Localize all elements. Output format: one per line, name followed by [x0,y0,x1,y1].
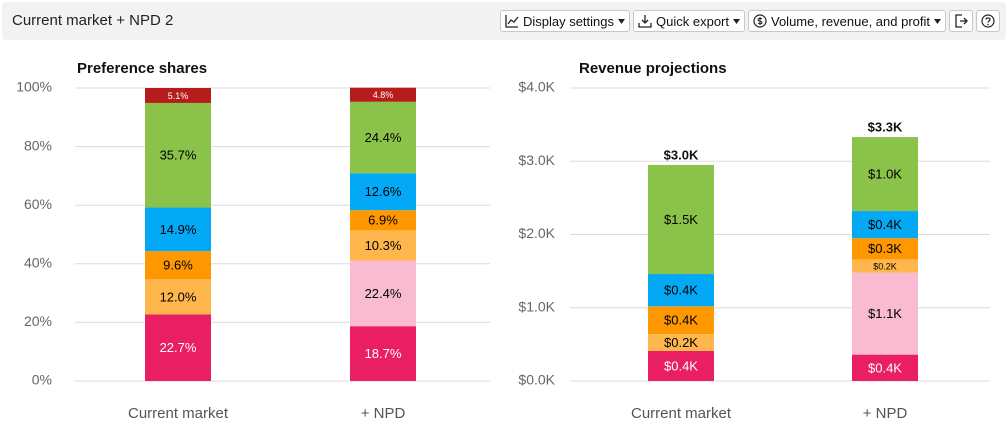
data-label: 4.8% [373,90,394,100]
data-label: 12.6% [365,184,402,199]
y-tick-label: $3.0K [518,152,555,168]
x-tick-label: Current market [128,405,229,422]
y-tick-label: 40% [24,255,52,271]
bar-segment [145,207,211,252]
bar-segment [350,326,416,381]
bar-segment [145,279,211,315]
caret [618,18,626,24]
data-label: $0.2K [664,335,698,350]
y-tick-label: $1.0K [518,298,555,314]
data-label: 12.0% [160,289,197,304]
data-label: 9.6% [163,258,193,273]
data-label: 35.7% [160,148,197,163]
data-label: $0.4K [868,217,902,232]
toolbar-buttons: Display settings Quick export Volume, re… [499,10,1000,32]
data-label: $0.2K [873,261,897,271]
data-label: $0.4K [664,358,698,373]
bar-segment [648,274,714,307]
bar-segment [648,350,714,381]
data-label: 10.3% [365,238,402,253]
toolbar: Current market + NPD 2 Display settings … [2,2,1006,40]
total-label: $3.3K [868,120,903,135]
bar-segment [350,260,416,327]
x-tick-label: + NPD [863,405,908,422]
data-label: $1.0K [868,167,902,182]
data-label: 24.4% [365,130,402,145]
bar-segment [648,164,714,275]
bar-segment [648,334,714,351]
caret [733,18,740,24]
y-tick-label: 100% [16,79,52,95]
bar-segment [145,88,211,103]
display-settings-button[interactable]: Display settings [499,10,631,32]
bar-segment [350,101,416,174]
data-label: $0.4K [664,283,698,298]
y-tick-label: 0% [32,372,52,388]
x-tick-label: Current market [631,405,732,422]
y-tick-label: 20% [24,313,52,329]
chart-title: Revenue projections [579,60,727,77]
data-label: 22.7% [160,340,197,355]
download-icon [638,15,652,28]
x-tick-label: + NPD [361,405,406,422]
y-tick-label: 80% [24,137,52,153]
bar-segment [648,306,714,335]
bar-segment [852,354,918,381]
help-icon [981,14,995,28]
total-label: $3.0K [664,147,699,162]
bar-segment [350,230,416,261]
data-label: 22.4% [365,286,402,301]
y-tick-label: $0.0K [518,372,555,388]
y-tick-label: $2.0K [518,225,555,241]
exit-button[interactable] [949,10,973,32]
chart-icon [505,15,519,28]
metric-button[interactable]: Volume, revenue, and profit [748,10,946,32]
button-label: Quick export [656,13,729,29]
data-label: 6.9% [368,213,398,228]
chart-title: Preference shares [77,60,207,77]
data-label: $1.1K [868,306,902,321]
bar-segment [852,259,918,273]
bar-segment [350,173,416,211]
data-label: 5.1% [168,91,189,101]
bar-segment [852,137,918,212]
quick-export-button[interactable]: Quick export [633,10,745,32]
data-label: $0.4K [868,360,902,375]
data-label: 18.7% [365,346,402,361]
button-label: Display settings [522,13,615,29]
bar-segment [852,211,918,239]
help-button[interactable] [976,10,1000,32]
data-label: 14.9% [160,222,197,237]
y-tick-label: $4.0K [518,79,555,95]
data-label: $0.3K [868,241,902,256]
bar-segment [350,210,416,231]
y-tick-label: 60% [24,196,52,212]
data-label: $0.4K [664,313,698,328]
dollar-icon [753,14,767,28]
page-title: Current market + NPD 2 [12,12,174,29]
bar-segment [145,251,211,280]
bar-segment [852,272,918,355]
bar-segment [350,87,416,102]
caret [934,18,941,24]
bar-segment [145,314,211,381]
exit-icon [955,14,968,28]
bar-segment [145,102,211,208]
button-label: Volume, revenue, and profit [771,13,930,29]
data-label: $1.5K [664,212,698,227]
bar-segment [852,238,918,260]
